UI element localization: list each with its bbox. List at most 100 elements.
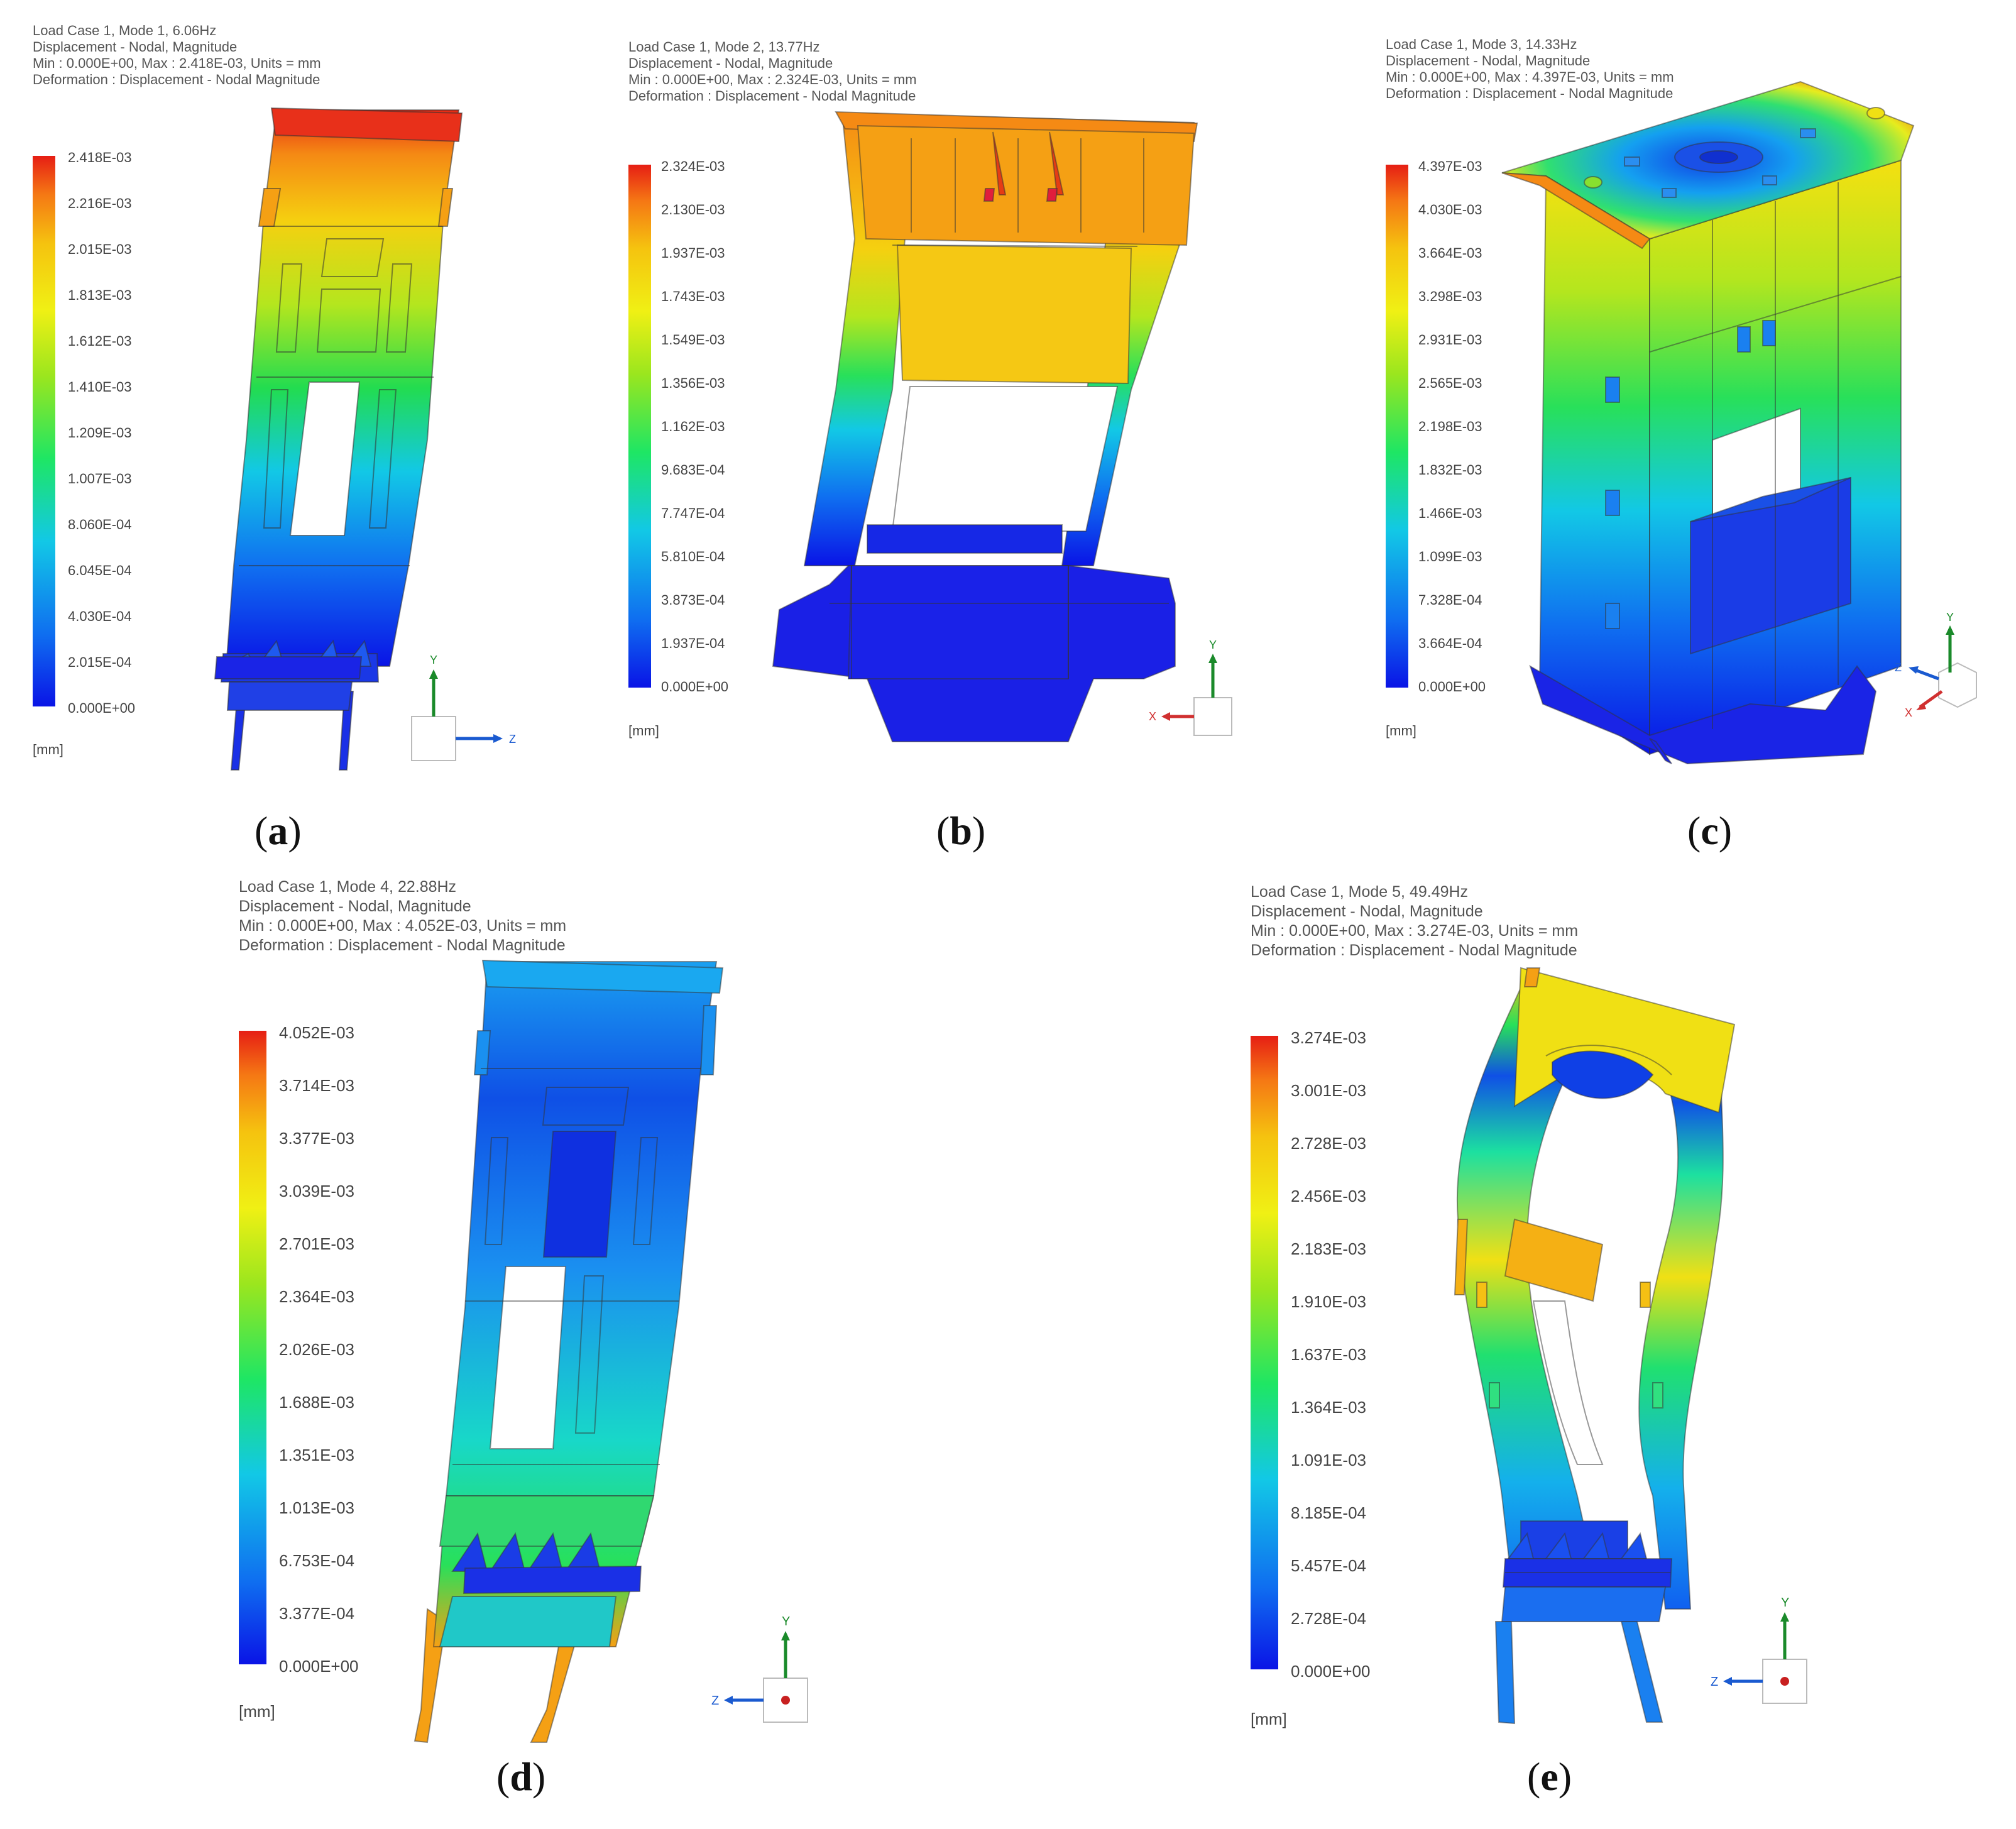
scale-tick: 1.832E-03 [1418,462,1482,478]
unit-label: [mm] [1386,723,1416,739]
header-line: Load Case 1, Mode 1, 6.06Hz [33,23,217,38]
header-line: Min : 0.000E+00, Max : 2.418E-03, Units … [33,55,321,71]
axis-label-y: Y [1781,1596,1789,1610]
scale-tick: 2.418E-03 [68,150,132,165]
scale-tick: 4.052E-03 [279,1023,354,1042]
scale-tick: 5.457E-04 [1291,1556,1366,1575]
header-line: Load Case 1, Mode 4, 22.88Hz [239,878,457,896]
scale-tick: 3.714E-03 [279,1076,354,1095]
unit-label: [mm] [33,742,63,757]
colorbar [1251,1036,1278,1669]
panel-c: Load Case 1, Mode 3, 14.33Hz Displacemen… [1386,0,2016,861]
axis-triad-d: Y Z [711,1615,808,1723]
header-line: Deformation : Displacement - Nodal Magni… [1251,942,1577,959]
scale-tick: 2.216E-03 [68,195,132,211]
fem-model-b [772,111,1198,742]
scale-tick: 1.466E-03 [1418,505,1482,521]
unit-label: [mm] [1251,1710,1287,1728]
scale-tick: 7.328E-04 [1418,592,1482,608]
color-scale-b: 2.324E-03 2.130E-03 1.937E-03 1.743E-03 … [628,158,767,695]
header-line: Displacement - Nodal, Magnitude [628,55,833,71]
scale-tick: 0.000E+00 [68,700,136,716]
colorbar [1386,165,1408,688]
scale-tick: 7.747E-04 [661,505,725,521]
header-line: Deformation : Displacement - Nodal Magni… [1386,85,1674,101]
axis-label-z: Z [1895,661,1902,674]
scale-tick: 3.664E-03 [1418,245,1482,261]
scale-tick: 4.030E-04 [68,608,132,624]
scale-tick: 4.397E-03 [1418,158,1482,174]
header-line: Deformation : Displacement - Nodal Magni… [239,936,566,954]
axis-triad-a: Y Z [411,654,516,761]
header-e: Load Case 1, Mode 5, 49.49Hz Displacemen… [1251,882,1578,960]
scale-tick: 4.030E-03 [1418,202,1482,217]
color-scale-e: 3.274E-03 3.001E-03 2.728E-03 2.456E-03 … [1251,1028,1414,1681]
scale-tick: 1.356E-03 [661,375,725,391]
scale-tick: 3.039E-03 [279,1182,354,1200]
scale-tick: 2.701E-03 [279,1234,354,1253]
color-scale-c: 4.397E-03 4.030E-03 3.664E-03 3.298E-03 … [1386,158,1524,695]
panel-b: Load Case 1, Mode 2, 13.77Hz Displacemen… [628,0,1320,861]
scale-tick: 1.410E-03 [68,379,132,395]
header-line: Displacement - Nodal, Magnitude [1386,53,1591,69]
axis-triad-c: Y Z X [1895,611,1977,719]
scale-tick: 2.456E-03 [1291,1187,1366,1206]
scale-tick: 0.000E+00 [1291,1662,1371,1681]
scale-tick: 1.351E-03 [279,1446,354,1464]
scale-tick: 8.185E-04 [1291,1503,1366,1522]
header-line: Displacement - Nodal, Magnitude [1251,903,1483,920]
unit-label: [mm] [628,723,659,739]
axis-label-x: X [1149,710,1156,723]
axis-label-y: Y [430,654,437,666]
scale-tick: 2.130E-03 [661,202,725,217]
scale-tick: 1.099E-03 [1418,549,1482,564]
caption-c: (c) [1687,808,1733,853]
scale-tick: 3.377E-04 [279,1604,354,1623]
color-scale-d: 4.052E-03 3.714E-03 3.377E-03 3.039E-03 … [239,1023,402,1676]
scale-tick: 2.565E-03 [1418,375,1482,391]
scale-tick: 3.298E-03 [1418,288,1482,304]
fem-model-a [214,107,463,771]
axis-label-y: Y [1209,639,1217,651]
scale-tick: 3.377E-03 [279,1129,354,1148]
header-line: Load Case 1, Mode 2, 13.77Hz [628,39,820,55]
scale-tick: 1.937E-04 [661,635,725,651]
scale-tick: 1.013E-03 [279,1498,354,1517]
fem-model-d [414,959,724,1744]
scale-tick: 2.183E-03 [1291,1239,1366,1258]
header-line: Displacement - Nodal, Magnitude [239,898,471,915]
header-b: Load Case 1, Mode 2, 13.77Hz Displacemen… [628,39,917,104]
scale-tick: 0.000E+00 [1418,679,1486,695]
panel-d: Load Case 1, Mode 4, 22.88Hz Displacemen… [239,867,993,1829]
scale-tick: 2.728E-03 [1291,1134,1366,1153]
header-line: Min : 0.000E+00, Max : 3.274E-03, Units … [1251,922,1579,940]
scale-tick: 2.198E-03 [1418,419,1482,434]
colorbar [239,1031,266,1664]
panel-e: Load Case 1, Mode 5, 49.49Hz Displacemen… [1251,867,2016,1829]
unit-label: [mm] [239,1702,275,1721]
scale-tick: 2.931E-03 [1418,332,1482,348]
scale-tick: 1.937E-03 [661,245,725,261]
scale-tick: 3.274E-03 [1291,1028,1366,1047]
caption-b: (b) [936,808,986,853]
scale-tick: 1.007E-03 [68,471,132,486]
scale-tick: 6.753E-04 [279,1551,354,1570]
panel-a: Load Case 1, Mode 1, 6.06Hz Displacement… [0,0,628,861]
axis-label-z: Z [711,1694,719,1708]
scale-tick: 0.000E+00 [661,679,729,695]
axis-label-y: Y [1946,611,1954,623]
colorbar [33,156,55,706]
header-line: Load Case 1, Mode 5, 49.49Hz [1251,883,1469,901]
scale-tick: 1.910E-03 [1291,1292,1366,1311]
axis-label-z: Z [509,733,516,745]
header-d: Load Case 1, Mode 4, 22.88Hz Displacemen… [239,877,566,955]
header-line: Min : 0.000E+00, Max : 4.397E-03, Units … [1386,69,1674,85]
header-line: Deformation : Displacement - Nodal Magni… [33,72,320,87]
scale-tick: 2.015E-04 [68,654,132,670]
scale-tick: 9.683E-04 [661,462,725,478]
scale-tick: 5.810E-04 [661,549,725,564]
scale-tick: 2.026E-03 [279,1340,354,1359]
axis-label-x: X [1905,706,1912,719]
scale-tick: 1.364E-03 [1291,1398,1366,1417]
fem-model-e [1454,967,1736,1725]
